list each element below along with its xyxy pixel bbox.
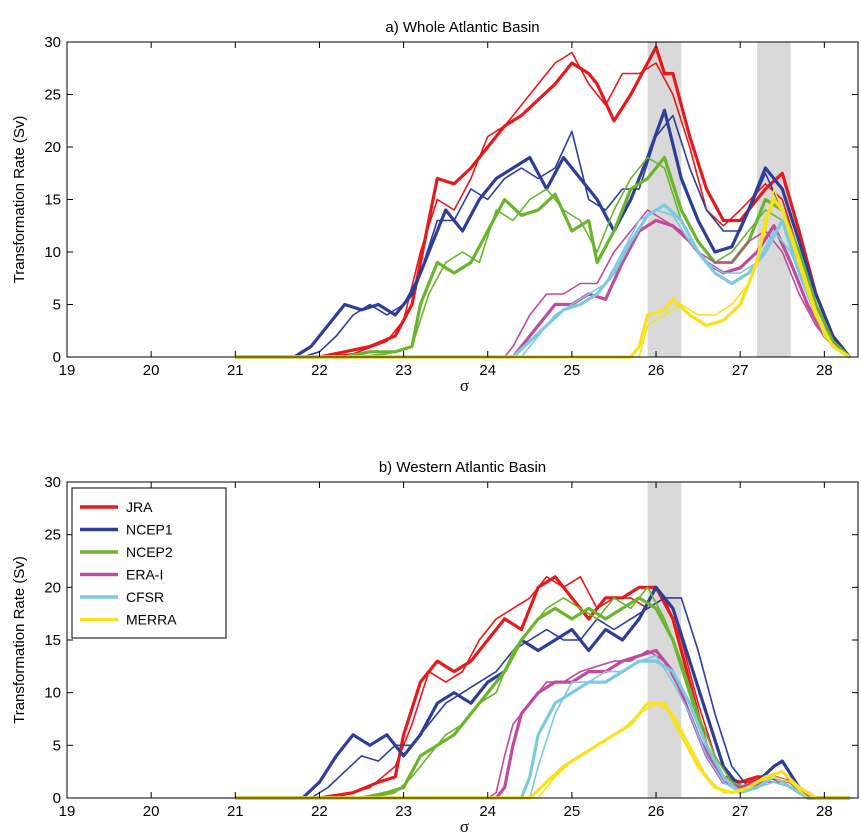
x-tick-label: 21 (227, 803, 244, 820)
x-tick-label: 28 (816, 803, 833, 820)
y-tick-label: 20 (44, 139, 61, 156)
y-tick-label: 15 (44, 192, 61, 209)
y-tick-label: 30 (44, 474, 61, 491)
y-tick-label: 5 (53, 297, 61, 314)
panel-b-western-atlantic: 19 20 21 22 23 24 25 26 27 28 0 5 10 15 20 25 30 b) Wes… (11, 459, 859, 836)
x-tick-label: 22 (311, 362, 328, 379)
x-tick-label: 25 (564, 362, 581, 379)
x-tick-label: 28 (816, 362, 833, 379)
series-line-jra-thick (235, 575, 850, 800)
legend-box (71, 487, 227, 639)
x-axis-label-a: σ (460, 376, 469, 395)
y-tick-label: 10 (44, 685, 61, 702)
x-tick-label: 23 (395, 362, 412, 379)
x-tick-label: 27 (732, 803, 749, 820)
legend-label-cfsr: CFSR (126, 589, 164, 605)
shaded-band (647, 42, 682, 357)
x-tick-label: 19 (59, 362, 76, 379)
y-tick-label: 0 (53, 790, 61, 807)
x-tick-label: 20 (143, 362, 160, 379)
y-axis-label-b: Transformation Rate (Sv) (11, 556, 28, 724)
y-tick-label: 20 (44, 579, 61, 596)
series-line-merra-thin (235, 188, 851, 358)
x-tick-label: 21 (227, 362, 244, 379)
series-line-jra-thin (235, 576, 850, 799)
x-tick-label: 27 (732, 362, 749, 379)
series-line-cfsr-thick (235, 203, 851, 359)
series-line-ncep1-thin (235, 597, 850, 799)
y-tick-label: 30 (44, 34, 61, 51)
chart-title-b: b) Western Atlantic Basin (379, 459, 546, 476)
x-axis-label-b: σ (460, 817, 469, 836)
series-line-ncep1-thick (235, 108, 851, 359)
x-tick-label: 23 (395, 803, 412, 820)
y-tick-label: 10 (44, 244, 61, 261)
y-tick-label: 25 (44, 527, 61, 544)
legend-label-ncep2: NCEP2 (126, 544, 173, 560)
x-tick-label: 22 (311, 803, 328, 820)
y-tick-label: 25 (44, 87, 61, 104)
series-line-merra-thick (235, 197, 851, 359)
legend-label-jra: JRA (126, 499, 153, 515)
legend-label-era-i: ERA-I (126, 567, 163, 583)
legend-label-merra: MERRA (126, 612, 177, 628)
legend: JRA NCEP1 NCEP2 ERA-I CFSR MERRA (71, 487, 227, 639)
x-tick-label: 24 (479, 803, 496, 820)
series-line-cfsr-thick (235, 659, 850, 800)
x-tick-label: 25 (564, 803, 581, 820)
series-line-era-i-thick (235, 218, 851, 359)
series-line-jra-thick (235, 45, 851, 359)
legend-label-ncep1: NCEP1 (126, 522, 173, 538)
panel-a-whole-atlantic: 19 20 21 22 23 24 25 26 27 28 0 5 10 15 20 25 30 a) Who… (11, 19, 859, 395)
series-line-jra-thin (235, 51, 851, 358)
y-axis-label-a: Transformation Rate (Sv) (11, 116, 28, 284)
x-tick-label: 26 (648, 362, 665, 379)
series-line-era-i-thin (235, 209, 851, 358)
x-tick-label: 20 (143, 803, 160, 820)
x-tick-label: 26 (648, 803, 665, 820)
y-tick-label: 0 (53, 349, 61, 366)
plot-area-a (67, 42, 858, 357)
chart-title-a: a) Whole Atlantic Basin (385, 19, 539, 36)
y-tick-label: 5 (53, 737, 61, 754)
x-tick-label: 24 (479, 362, 496, 379)
x-tick-label: 19 (59, 803, 76, 820)
series-line-cfsr-thin (235, 655, 850, 799)
series-line-merra-thick (235, 701, 850, 800)
y-tick-label: 15 (44, 632, 61, 649)
series-line-ncep2-thick (235, 155, 851, 359)
shaded-band (647, 482, 682, 798)
